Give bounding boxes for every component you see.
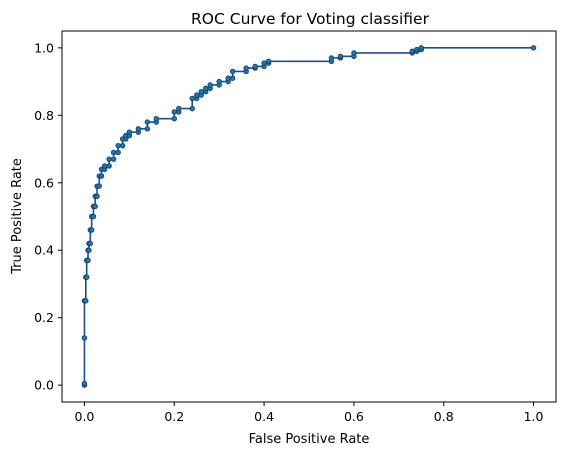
roc-point xyxy=(171,109,177,115)
roc-point xyxy=(98,173,105,179)
roc-point xyxy=(171,115,177,122)
roc-point xyxy=(87,240,93,247)
x-tick-label: 0.8 xyxy=(434,409,454,424)
roc-point xyxy=(110,156,117,162)
roc-point xyxy=(229,68,236,75)
x-tick-label: 0.2 xyxy=(164,409,184,424)
roc-point xyxy=(176,105,182,112)
roc-point xyxy=(243,65,249,71)
roc-point xyxy=(414,46,420,53)
roc-point xyxy=(153,115,160,122)
chart-title: ROC Curve for Voting classifier xyxy=(191,10,430,28)
y-tick-label: 1.0 xyxy=(34,40,54,55)
roc-point xyxy=(110,149,117,156)
roc-point xyxy=(83,298,89,304)
roc-point xyxy=(88,227,95,233)
x-tick-label: 0.6 xyxy=(344,409,364,424)
roc-point xyxy=(530,45,537,51)
roc-point xyxy=(94,193,100,199)
roc-point xyxy=(135,126,142,132)
roc-point xyxy=(81,335,88,341)
series-layer xyxy=(81,45,537,388)
roc-point xyxy=(207,82,213,88)
roc-point xyxy=(252,63,258,70)
roc-point xyxy=(90,213,97,220)
roc-point xyxy=(83,274,90,280)
roc-point xyxy=(265,58,272,65)
x-tick-label: 0.4 xyxy=(254,409,274,424)
roc-point xyxy=(126,129,133,135)
roc-point xyxy=(119,142,126,149)
roc-point xyxy=(106,163,112,169)
roc-point xyxy=(198,89,204,95)
y-tick-label: 0.6 xyxy=(34,175,54,190)
roc-point xyxy=(115,149,121,156)
roc-point xyxy=(101,163,108,169)
y-tick-label: 0.8 xyxy=(34,108,54,123)
roc-point xyxy=(418,45,424,51)
roc-point xyxy=(96,183,102,189)
roc-point xyxy=(106,156,112,162)
roc-point xyxy=(144,119,151,125)
roc-point xyxy=(261,60,267,66)
y-tick-label: 0.4 xyxy=(34,243,54,258)
x-tick-label: 1.0 xyxy=(524,409,544,424)
roc-point xyxy=(229,75,236,81)
x-tick-label: 0.0 xyxy=(75,409,95,424)
roc-point xyxy=(351,50,357,56)
y-axis-ticks: 0.0 0.2 0.4 0.6 0.8 1.0 xyxy=(34,40,62,393)
roc-point xyxy=(144,126,151,132)
roc-point xyxy=(86,247,92,253)
x-axis-label: False Positive Rate xyxy=(249,432,370,447)
roc-point xyxy=(189,105,195,112)
roc-point xyxy=(189,95,195,102)
y-axis-label: True Positive Rate xyxy=(10,158,25,275)
roc-point xyxy=(337,53,344,59)
y-tick-label: 0.0 xyxy=(34,378,54,393)
roc-point xyxy=(194,92,200,98)
roc-point xyxy=(225,75,231,81)
roc-point xyxy=(328,55,335,61)
roc-point xyxy=(203,85,209,92)
roc-point xyxy=(409,48,415,54)
x-axis-ticks: 0.0 0.2 0.4 0.6 0.8 1.0 xyxy=(75,402,544,424)
roc-point xyxy=(115,142,121,149)
plot-area xyxy=(61,30,557,403)
y-tick-label: 0.2 xyxy=(34,310,54,325)
roc-point xyxy=(85,257,91,264)
roc-point xyxy=(81,380,88,387)
roc-point xyxy=(216,78,222,85)
roc-point xyxy=(92,203,98,210)
